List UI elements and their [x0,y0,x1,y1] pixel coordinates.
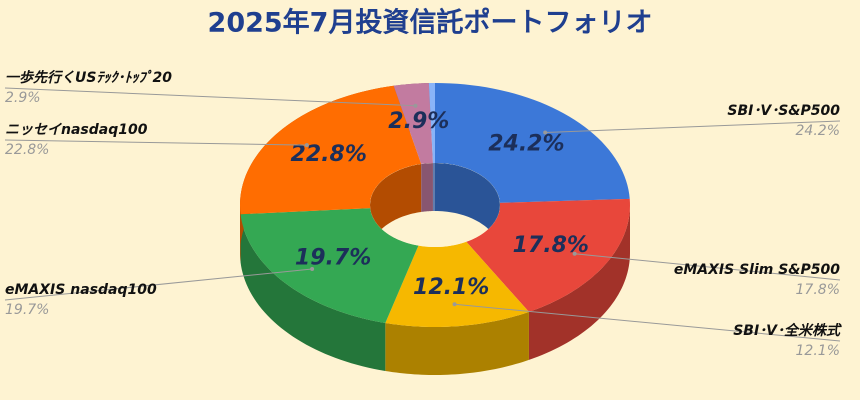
slice-label: 19.7% [295,246,371,271]
inner-wall [370,163,422,247]
slice [393,83,433,164]
inner-wall [432,163,435,212]
leader-line [4,268,313,301]
slice [385,241,529,327]
label-name: 一歩先行くUSﾃｯｸ･ﾄｯﾌﾟ20 [5,69,172,86]
label-name: eMAXIS Slim S&P500 [674,262,840,278]
slice [240,208,419,323]
label-value: 22.8% [5,142,49,158]
leader-line [574,253,841,281]
leader-line [545,120,841,134]
leader-line [4,139,307,146]
slice-label: 12.1% [413,275,489,300]
label-name: SBI･V･S&P500 [727,103,840,119]
leader-dot [310,267,315,272]
label-value: 19.7% [5,302,49,318]
label-name: eMAXIS nasdaq100 [5,282,157,298]
leader-dot [413,103,418,108]
slice-label: 24.2% [488,131,564,156]
leader-dot [452,302,457,307]
leader-dot [572,251,577,256]
label-name: ニッセイnasdaq100 [5,122,148,138]
slice [240,85,422,215]
leader-line [4,87,416,107]
leader-dot [543,130,548,135]
slice-side [528,205,630,360]
slice-side [240,214,386,371]
slice [435,83,630,203]
label-value: 17.8% [796,282,840,298]
inner-wall [435,163,500,247]
label-name: SBI･V･全米株式 [733,322,842,339]
slice-side [385,311,529,375]
label-value: 12.1% [796,343,840,359]
slice [428,83,435,164]
inner-wall [421,163,433,212]
label-value: 24.2% [796,123,840,139]
slice-label: 22.8% [291,142,367,167]
leader-dot [304,143,309,148]
leader-line [454,303,841,342]
chart-title: 2025年7月投資信託ポートフォリオ [208,7,653,39]
label-value: 2.9% [5,90,41,106]
slice [466,198,630,312]
slice-label: 2.9% [388,109,449,134]
